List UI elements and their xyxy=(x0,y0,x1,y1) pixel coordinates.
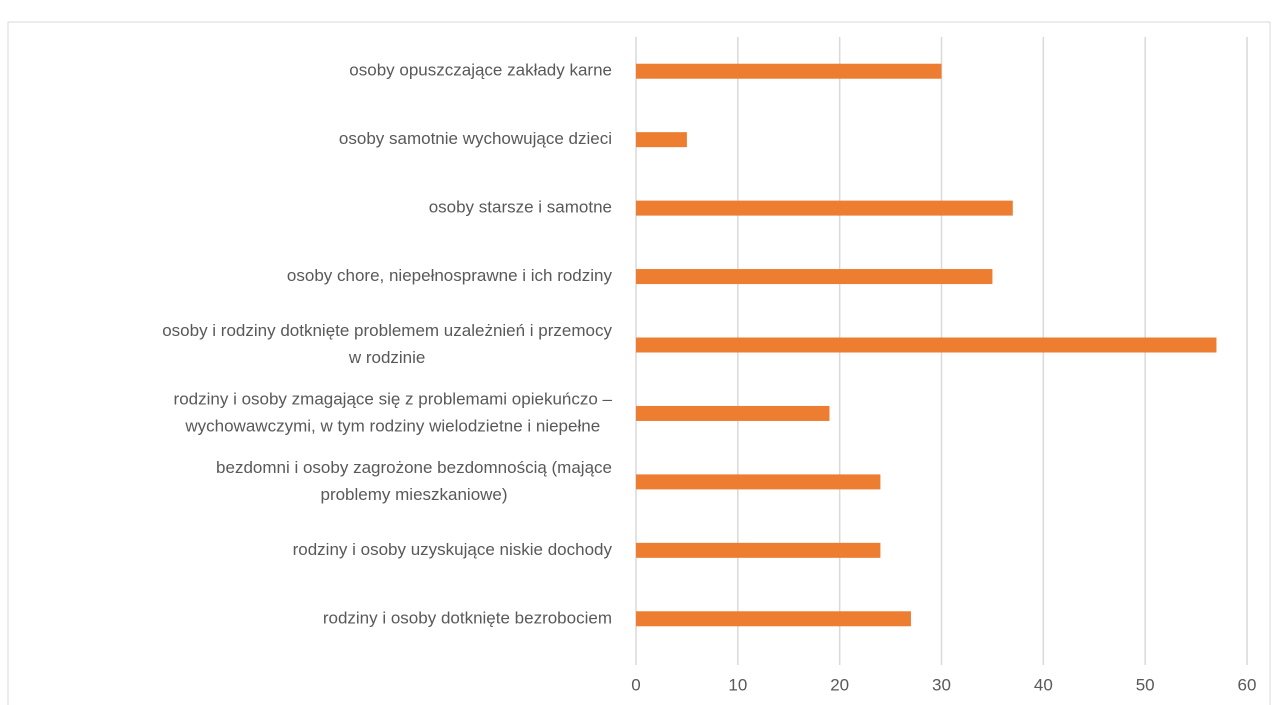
y-tick-label: rodziny i osoby zmagające się z problema… xyxy=(174,389,613,408)
bar xyxy=(636,269,993,285)
y-tick-label: osoby opuszczające zakłady karne xyxy=(349,61,612,80)
y-tick-label: osoby samotnie wychowujące dzieci xyxy=(339,129,612,148)
bar xyxy=(636,132,687,148)
y-tick-label: osoby i rodziny dotknięte problemem uzal… xyxy=(162,321,612,340)
x-tick-label: 60 xyxy=(1238,675,1257,694)
bar xyxy=(636,337,1217,353)
bar xyxy=(636,474,881,490)
x-tick-label: 50 xyxy=(1136,675,1155,694)
bar xyxy=(636,611,911,627)
y-tick-label: osoby chore, niepełnosprawne i ich rodzi… xyxy=(287,266,613,285)
x-tick-label: 30 xyxy=(932,675,951,694)
y-tick-label: rodziny i osoby dotknięte bezrobociem xyxy=(323,608,612,627)
y-tick-label: w rodzinie xyxy=(348,348,426,367)
bar xyxy=(636,63,942,79)
y-tick-label: bezdomni i osoby zagrożone bezdomnością … xyxy=(216,458,612,477)
x-tick-label: 0 xyxy=(631,675,640,694)
y-tick-label: wychowawczymi, w tym rodziny wielodzietn… xyxy=(184,416,600,435)
x-tick-label: 20 xyxy=(830,675,849,694)
x-tick-label: 40 xyxy=(1034,675,1053,694)
bar xyxy=(636,200,1013,216)
y-tick-label: osoby starsze i samotne xyxy=(429,198,612,217)
y-tick-label: problemy mieszkaniowe) xyxy=(320,485,507,504)
y-tick-label: rodziny i osoby uzyskujące niskie dochod… xyxy=(293,540,613,559)
bar xyxy=(636,542,881,558)
chart-frame xyxy=(7,21,1271,705)
bar xyxy=(636,405,830,421)
x-tick-label: 10 xyxy=(728,675,747,694)
